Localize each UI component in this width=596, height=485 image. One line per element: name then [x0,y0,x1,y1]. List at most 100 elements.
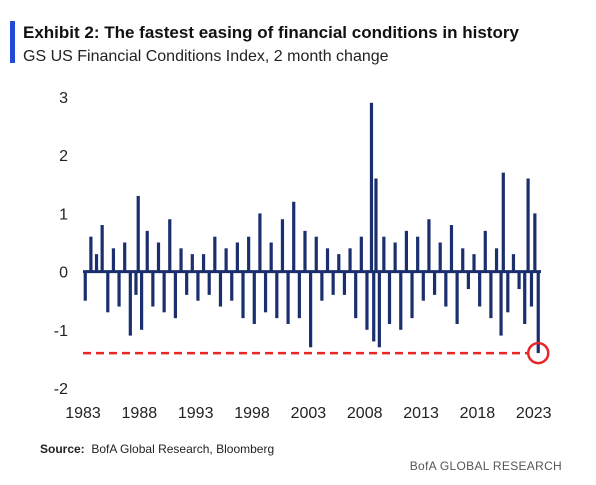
bar [207,271,211,295]
x-tick-label: 2003 [291,405,327,422]
bar [173,271,177,319]
bar [280,219,285,272]
bar [421,271,425,301]
bar [438,242,442,272]
bar [377,271,381,348]
x-tick-label: 1988 [122,405,158,422]
bar [156,242,161,272]
bar [342,271,347,295]
y-tick-label: -1 [54,323,68,340]
bar [269,242,273,272]
bar [533,213,537,272]
bar [275,271,279,319]
chart-subtitle: GS US Financial Conditions Index, 2 mont… [23,48,389,65]
bar [190,254,194,272]
bar [404,230,408,272]
y-tick-label: 1 [59,206,68,223]
bar [139,271,144,330]
x-tick-label: 2013 [403,405,439,422]
bar [247,236,251,272]
bar [499,271,503,336]
y-tick-label: 2 [59,148,68,165]
y-tick-label: 3 [59,90,68,107]
x-tick-label: 2023 [516,405,552,422]
bar [162,271,166,313]
bar [427,219,431,272]
bar [374,178,378,272]
bar [213,236,217,272]
highlight-circle [526,341,550,365]
bar [106,271,110,313]
chart-title: Exhibit 2: The fastest easing of financi… [23,23,519,42]
bar [151,271,155,307]
bar [331,271,335,295]
bar [128,271,132,336]
x-tick-label: 2018 [460,405,496,422]
bar [111,248,116,272]
x-tick-label: 2008 [347,405,383,422]
bar [123,242,127,272]
y-axis-ticks: 3 2 1 0 -1 -2 [54,90,68,398]
bar [410,271,414,319]
bar [309,271,313,348]
bar [325,248,330,272]
bar [354,271,358,319]
bar [416,236,420,272]
bar [472,254,476,272]
bar [218,271,223,307]
bar [235,242,239,272]
bar [444,271,448,307]
y-tick-label: -2 [54,381,68,398]
footer-brand: BofA GLOBAL RESEARCH [409,459,562,473]
bar [393,242,397,272]
bar [372,271,376,342]
bar [134,271,138,295]
bar-series [83,102,540,354]
bar [382,236,386,272]
bar [89,236,93,272]
bar [136,195,140,272]
bar [337,254,341,272]
bar [478,271,482,307]
bar [526,178,530,272]
source-note: Source: BofA Global Research, Bloomberg [40,442,274,456]
bar [292,201,296,272]
bar [536,271,540,354]
x-tick-label: 1993 [178,405,214,422]
bar [185,271,189,295]
bar [501,172,505,272]
bar [230,271,234,301]
x-axis-ticks: 1983 1988 1993 1998 2003 2008 2013 2018 2023 [65,405,551,422]
bar [241,271,245,319]
bar [83,271,87,301]
bar [263,271,268,313]
bar [369,102,374,272]
bar [196,271,200,301]
source-text: BofA Global Research, Bloomberg [91,442,275,456]
bar [303,230,307,272]
bar [286,271,290,324]
bar [387,271,392,324]
bar [529,271,534,307]
bar [449,225,454,272]
bar [117,271,121,307]
bar [224,248,228,272]
bar [94,254,99,272]
bar [399,271,403,330]
bar [168,219,172,272]
bar [258,213,262,272]
chart-plot: 3 2 1 0 -1 -2 1983 1988 1993 1998 2003 2008 2013 201… [54,90,552,422]
bar [252,271,256,324]
bar [359,236,363,272]
x-tick-label: 1983 [65,405,101,422]
bar [348,248,352,272]
bar [483,230,487,272]
bar [314,236,318,272]
bar [494,248,499,272]
bar [466,271,470,290]
bar [320,271,324,301]
bar [523,271,527,324]
title-accent-bar [10,21,15,63]
bar [506,271,510,313]
bar [145,230,149,272]
